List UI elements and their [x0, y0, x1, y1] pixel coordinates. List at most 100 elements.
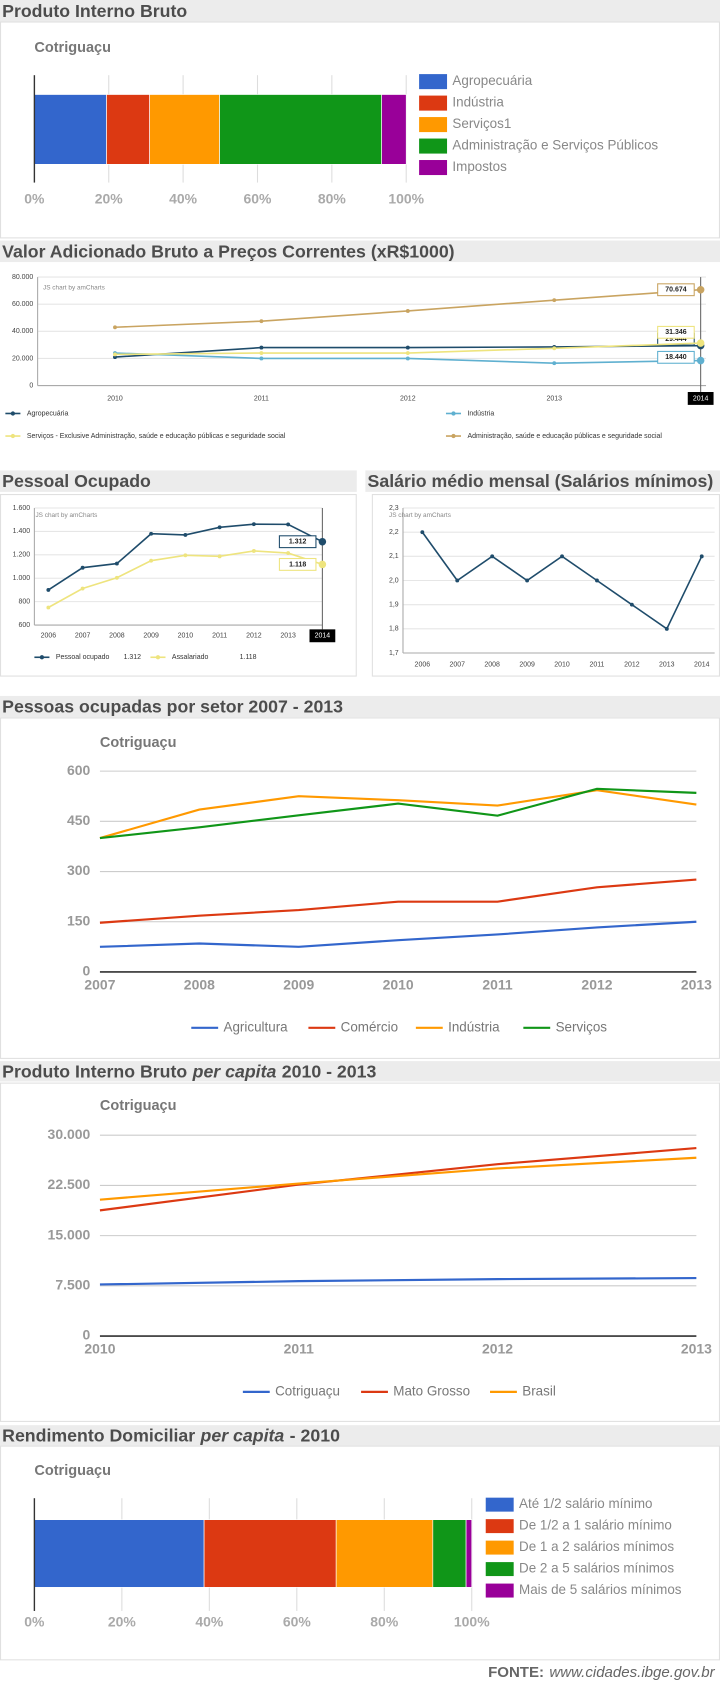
balloon [278, 535, 317, 549]
data-point [405, 356, 410, 361]
chart-subtitle: Cotriguaçu [34, 1463, 111, 1479]
x-tick-label: 2010 [84, 1341, 115, 1357]
x-tick-label: 2013 [659, 662, 675, 669]
x-tick-label: 2009 [143, 633, 159, 640]
data-point [259, 356, 264, 361]
value-label: 31.346 [665, 329, 686, 336]
data-point [259, 319, 264, 324]
x-tick-label: 2009 [283, 977, 314, 993]
data-point [699, 554, 704, 559]
x-tick-label: 2010 [554, 662, 570, 669]
legend-label: De 1/2 a 1 salário mínimo [519, 1518, 672, 1533]
x-tick-label: 2010 [178, 633, 194, 640]
chart-subtitle: Cotriguaçu [100, 1098, 177, 1114]
legend-label: Mais de 5 salários mínimos [519, 1582, 682, 1597]
section-title: Valor Adicionado Bruto a Preços Corrente… [2, 241, 455, 261]
legend-marker [10, 411, 16, 416]
x-tick-label: 2014 [693, 395, 709, 402]
value-label: 70.674 [665, 287, 686, 294]
data-point [629, 602, 634, 607]
legend-marker [155, 655, 161, 660]
data-point [405, 309, 410, 313]
title-italic: per capita [192, 1061, 277, 1081]
panel [0, 1082, 720, 1422]
balloon [657, 350, 695, 364]
legend-label: Pessoal ocupado [56, 654, 110, 661]
panel [0, 494, 357, 677]
chart-subtitle: Cotriguaçu [34, 40, 111, 56]
legend-swatch [485, 1540, 514, 1555]
cursor-label-box [309, 629, 336, 643]
x-tick-label: 2013 [681, 977, 712, 993]
data-point [552, 298, 557, 303]
data-point [405, 345, 410, 350]
legend-label: Agropecuária [452, 73, 532, 88]
data-point [490, 554, 495, 559]
legend-label: Agricultura [224, 1019, 289, 1034]
value-label: 1.118 [289, 561, 306, 568]
data-point [80, 565, 85, 570]
data-point [259, 345, 264, 350]
y-tick-label: 450 [67, 812, 91, 828]
legend-label: Cotriguaçu [275, 1383, 340, 1398]
title-text: Produto Interno Bruto [2, 1061, 187, 1081]
y-tick-label: 600 [18, 622, 30, 629]
source-url: www.cidades.ibge.gov.br [549, 1664, 715, 1681]
data-point [183, 553, 188, 558]
x-tick-label: 2011 [254, 395, 269, 402]
data-point [420, 530, 425, 535]
data-point [113, 355, 117, 360]
section-header [0, 0, 720, 22]
section-title: Salário médio mensal (Salários mínimos) [368, 471, 714, 491]
x-tick-label: 100% [454, 1613, 490, 1629]
data-point [259, 351, 264, 355]
bar-segment [203, 1519, 337, 1588]
legend-value: 1.118 [240, 654, 257, 661]
series-line [99, 787, 697, 840]
x-tick-label: 2012 [624, 662, 640, 669]
data-point [113, 352, 117, 357]
title-text: Produto Interno Bruto [2, 1, 187, 21]
x-tick-label: 0% [24, 1613, 45, 1629]
x-tick-label: 2010 [107, 395, 123, 402]
y-tick-label: 2,1 [389, 553, 399, 560]
y-tick-label: 1.400 [13, 528, 31, 535]
data-point [149, 531, 154, 536]
series-line [99, 1147, 697, 1212]
legend-marker [451, 411, 456, 416]
panel [0, 717, 720, 1059]
bar-segment [465, 1519, 473, 1588]
title-suffix: 2010 - 2013 [282, 1061, 377, 1081]
series-line [99, 1276, 697, 1286]
chart-credit: JS chart by amCharts [35, 512, 97, 519]
section-title: Pessoal Ocupado [2, 471, 151, 491]
bar-segment [106, 94, 150, 165]
data-point [696, 339, 705, 347]
x-tick-label: 0% [24, 190, 45, 206]
y-tick-label: 2,2 [389, 529, 399, 536]
x-tick-label: 2006 [41, 633, 57, 640]
legend-label: Brasil [522, 1383, 556, 1398]
data-point [114, 561, 119, 566]
y-tick-label: 22.500 [48, 1176, 91, 1192]
x-tick-label: 2006 [415, 662, 431, 669]
data-point [318, 537, 327, 546]
x-tick-label: 2008 [184, 977, 215, 993]
y-tick-label: 1.200 [13, 552, 31, 559]
y-tick-label: 150 [67, 912, 91, 928]
bar-segment [34, 94, 107, 165]
y-tick-label: 0 [83, 1327, 91, 1343]
x-tick-label: 2011 [482, 977, 513, 993]
data-point [552, 361, 557, 366]
data-point [149, 558, 154, 563]
chart-credit: JS chart by amCharts [43, 285, 105, 292]
legend-value: 1.312 [124, 654, 142, 661]
x-tick-label: 2009 [519, 662, 535, 669]
panel [371, 494, 720, 677]
data-point [46, 605, 51, 610]
section-header [365, 470, 720, 492]
bar-segment [381, 94, 407, 165]
title-text: Salário médio mensal (Salários mínimos) [368, 471, 714, 491]
legend-label: Impostos [452, 159, 507, 174]
x-tick-label: 2011 [589, 662, 604, 669]
